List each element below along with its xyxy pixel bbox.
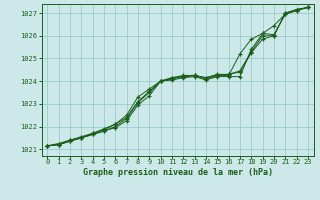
X-axis label: Graphe pression niveau de la mer (hPa): Graphe pression niveau de la mer (hPa) — [83, 168, 273, 177]
